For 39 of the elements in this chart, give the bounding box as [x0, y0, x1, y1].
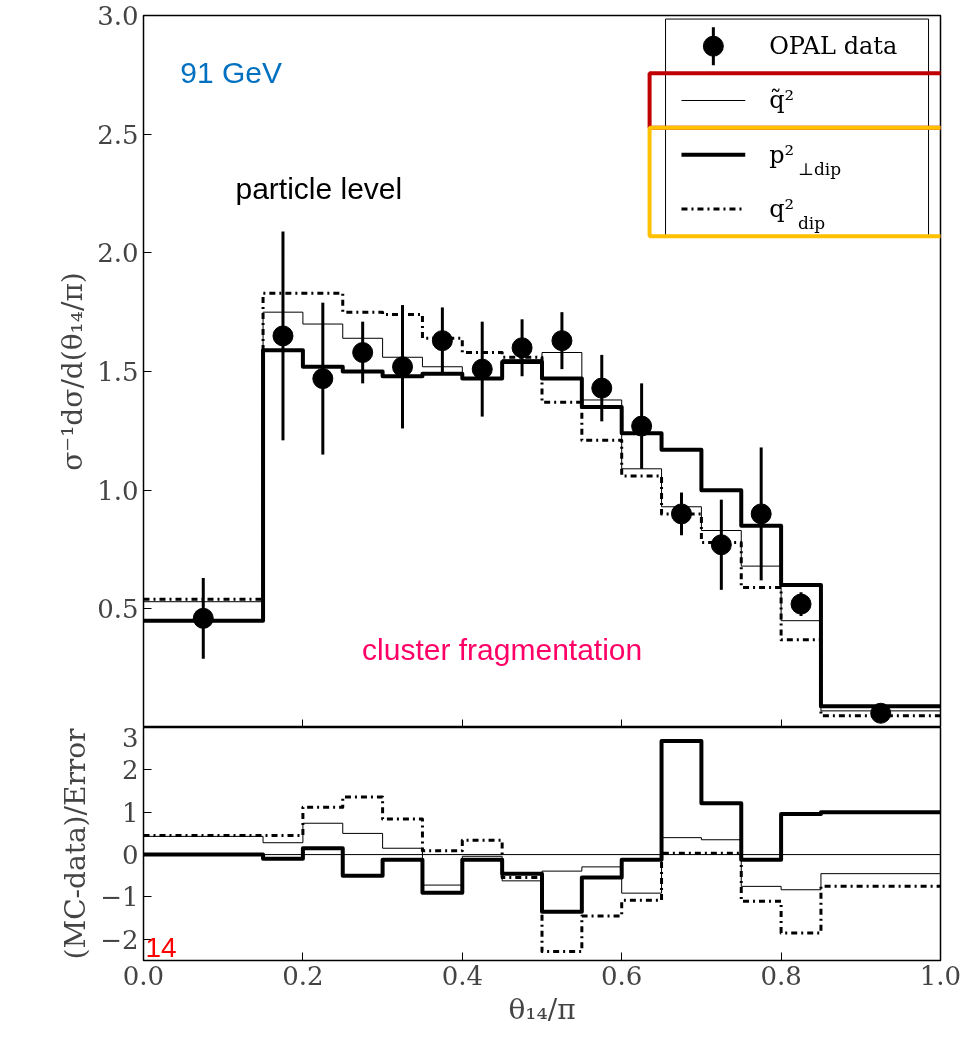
x-tick-label: 1.0 — [919, 960, 962, 991]
point — [790, 593, 812, 615]
point — [710, 534, 732, 556]
x-tick-label: 0.0 — [122, 960, 165, 991]
y-tick-label: 3 — [121, 722, 139, 753]
y-tick-label: 3.0 — [97, 1, 139, 31]
y-tick-label: 1 — [121, 797, 139, 828]
y-tick-label: −1 — [100, 882, 139, 913]
y-axis-title: σ⁻¹dσ/d(θ₁₄/π) — [56, 272, 90, 471]
y-tick-label: 1.5 — [97, 357, 139, 387]
y-tick-label: 0.5 — [97, 594, 139, 625]
legend-label: q̃² — [769, 86, 795, 115]
point — [591, 377, 613, 399]
annotation: particle level — [235, 172, 403, 206]
x-tick-label: 0.4 — [441, 960, 483, 991]
point — [670, 503, 692, 525]
annotation: cluster fragmentation — [362, 632, 643, 666]
point — [551, 330, 573, 352]
point — [272, 325, 294, 347]
point — [312, 368, 334, 390]
point — [750, 503, 772, 525]
x-axis-title: θ₁₄/π — [508, 992, 576, 1026]
y-tick-label: 1.0 — [97, 475, 139, 506]
point — [471, 358, 493, 380]
x-tick-label: 0.6 — [601, 960, 643, 991]
point — [431, 330, 453, 352]
point — [352, 342, 374, 363]
y-tick-label: 2 — [121, 755, 139, 786]
y-axis-title: (MC-data)/Error — [59, 727, 93, 960]
y-tick-label: 0 — [121, 840, 139, 871]
annotation: 14 — [145, 931, 177, 963]
x-tick-label: 0.8 — [760, 960, 802, 991]
legend-label: OPAL data — [769, 32, 898, 61]
point — [511, 337, 533, 359]
x-tick-label: 0.2 — [282, 960, 324, 991]
y-tick-label: 2.0 — [97, 238, 139, 269]
y-tick-label: −2 — [100, 924, 139, 955]
annotation: 91 GeV — [180, 55, 283, 89]
y-tick-label: 2.5 — [97, 119, 139, 150]
